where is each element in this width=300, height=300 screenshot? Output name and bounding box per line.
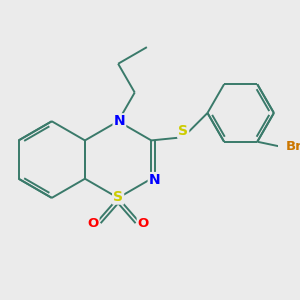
Text: Br: Br — [286, 140, 300, 153]
Text: S: S — [178, 124, 188, 138]
Text: O: O — [138, 217, 149, 230]
Text: O: O — [87, 217, 98, 230]
Text: N: N — [114, 114, 125, 128]
Text: S: S — [113, 190, 123, 204]
Text: N: N — [149, 173, 160, 187]
